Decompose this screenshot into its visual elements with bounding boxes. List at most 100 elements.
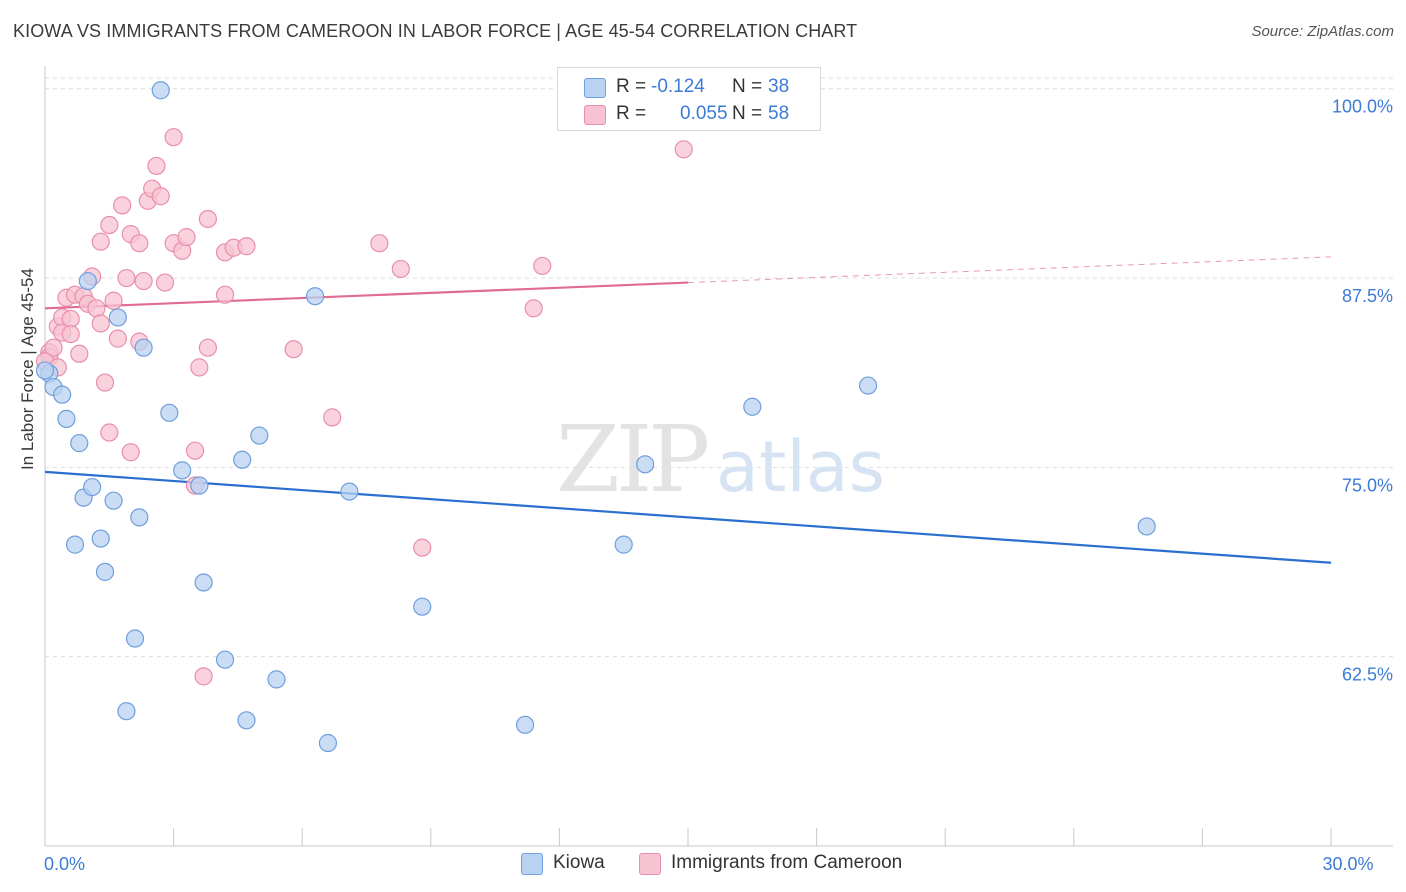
- point-cameroon: [100, 215, 119, 235]
- point-kiowa: [151, 81, 170, 100]
- point-kiowa: [858, 376, 878, 395]
- y-tick-label: 62.5%: [1342, 665, 1393, 685]
- point-cameroon: [147, 156, 166, 176]
- point-kiowa: [125, 629, 145, 648]
- point-cameroon: [151, 187, 170, 206]
- point-kiowa: [134, 338, 153, 357]
- point-kiowa: [190, 476, 209, 495]
- y-axis-label: In Labor Force | Age 45-54: [18, 268, 37, 470]
- point-cameroon: [134, 271, 153, 291]
- point-cameroon: [198, 209, 217, 229]
- point-kiowa: [743, 397, 762, 416]
- legend-r-value: -0.124: [651, 76, 705, 97]
- point-cameroon: [323, 408, 342, 427]
- point-kiowa: [78, 271, 97, 291]
- point-cameroon: [533, 256, 552, 276]
- point-kiowa: [194, 573, 213, 592]
- point-cameroon: [87, 299, 106, 318]
- point-kiowa: [413, 597, 432, 616]
- x-tick-label: 30.0%: [1322, 854, 1373, 874]
- source-label: Source: ZipAtlas.com: [1251, 23, 1394, 40]
- chart-title: KIOWA VS IMMIGRANTS FROM CAMEROON IN LAB…: [13, 21, 858, 41]
- point-kiowa: [250, 426, 269, 445]
- point-kiowa: [117, 702, 136, 721]
- legend-n-label: N =: [732, 76, 763, 97]
- point-kiowa: [95, 562, 115, 581]
- trend-line-cameroon: [44, 281, 689, 310]
- watermark-atlas: atlas: [716, 426, 885, 508]
- point-kiowa: [70, 434, 89, 453]
- trend-line-kiowa: [44, 470, 1332, 564]
- point-cameroon: [370, 234, 389, 253]
- tick-labels: 100.0% 87.5% 75.0% 62.5% 0.0% 30.0%: [44, 97, 1393, 874]
- point-kiowa: [237, 711, 256, 730]
- y-tick-label: 87.5%: [1342, 286, 1393, 306]
- point-cameroon: [413, 538, 432, 557]
- point-cameroon: [117, 268, 136, 288]
- point-cameroon: [100, 423, 119, 442]
- point-kiowa: [614, 535, 633, 554]
- point-cameroon: [194, 667, 213, 686]
- point-kiowa: [53, 385, 72, 404]
- point-cameroon: [130, 234, 149, 253]
- point-kiowa: [1137, 517, 1156, 536]
- point-kiowa: [215, 650, 235, 669]
- point-cameroon: [215, 285, 235, 304]
- point-cameroon: [61, 324, 80, 344]
- grid-lines: [45, 77, 1393, 658]
- watermark-zip: ZIP: [556, 406, 707, 513]
- point-cameroon: [198, 338, 217, 357]
- point-cameroon: [155, 273, 175, 292]
- point-cameroon: [91, 232, 110, 251]
- point-kiowa: [83, 477, 102, 497]
- point-kiowa: [160, 403, 179, 422]
- point-kiowa: [108, 308, 127, 327]
- axes: [44, 66, 1393, 847]
- legend-r-value: 0.055: [680, 103, 728, 124]
- point-kiowa: [305, 287, 325, 306]
- legend-r-label: R =: [616, 103, 647, 124]
- legend-swatch-cameroon: [584, 105, 606, 125]
- data-points: [35, 81, 1156, 753]
- point-kiowa: [636, 455, 655, 474]
- point-kiowa: [340, 482, 359, 501]
- point-kiowa: [267, 670, 286, 689]
- point-kiowa: [35, 361, 55, 380]
- point-cameroon: [237, 237, 256, 256]
- point-cameroon: [177, 228, 196, 247]
- legend-n-value: 38: [768, 76, 790, 97]
- point-cameroon: [61, 309, 80, 329]
- point-cameroon: [190, 358, 209, 377]
- point-cameroon: [108, 329, 127, 348]
- point-kiowa: [318, 733, 338, 753]
- point-cameroon: [284, 340, 303, 359]
- point-kiowa: [516, 715, 535, 734]
- watermark: ZIP atlas: [556, 406, 885, 513]
- point-cameroon: [91, 314, 110, 333]
- point-kiowa: [91, 529, 110, 548]
- point-cameroon: [121, 443, 140, 462]
- point-kiowa: [65, 535, 85, 554]
- trend-lines: [44, 256, 1332, 564]
- point-kiowa: [173, 461, 192, 480]
- legend-r-label: R =: [616, 76, 647, 97]
- point-cameroon: [95, 373, 115, 392]
- legend-n-label: N =: [732, 103, 763, 124]
- point-cameroon: [185, 441, 205, 460]
- legend-n-value: 58: [768, 103, 790, 124]
- x-tick-label: 0.0%: [44, 854, 85, 874]
- point-kiowa: [104, 491, 123, 510]
- point-cameroon: [44, 338, 63, 357]
- point-cameroon: [104, 291, 123, 310]
- point-kiowa: [233, 450, 252, 469]
- bottom-legend-label-cameroon: Immigrants from Cameroon: [671, 852, 903, 873]
- legend-swatch-kiowa: [584, 78, 606, 98]
- point-cameroon: [70, 344, 89, 363]
- y-tick-label: 75.0%: [1342, 475, 1393, 495]
- point-cameroon: [524, 299, 543, 318]
- bottom-legend-swatch-kiowa: [521, 853, 543, 875]
- point-cameroon: [674, 140, 693, 159]
- y-tick-label: 100.0%: [1332, 97, 1393, 117]
- point-kiowa: [130, 508, 149, 527]
